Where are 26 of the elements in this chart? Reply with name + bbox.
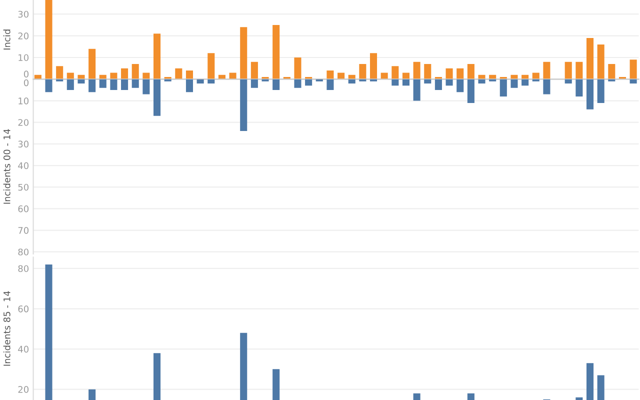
y-tick-label: 50 [18,184,29,191]
y-tick-label: 10 [18,98,29,104]
y-tick-label: 60 [18,305,29,312]
y-axis-title: Incidents 85 - 14 [3,291,10,366]
bar [564,79,572,84]
y-axis-title: Incidents 00 - 14 [3,129,10,204]
bar [272,79,280,90]
y-tick-label: 80 [18,265,29,272]
y-tick-label: 30 [18,10,29,18]
y-tick-label: 20 [18,119,29,126]
y-tick-label: 60 [18,205,29,212]
bar [630,79,637,84]
y-tick-label: 40 [18,162,29,170]
y-tick-label: 20 [18,386,29,393]
y-tick-label: 80 [18,248,29,256]
y-tick-label: 0 [24,79,29,86]
y-tick-label: 20 [18,32,29,40]
y-tick-label: 10 [18,54,29,62]
bar [196,79,204,84]
y-tick-label: 0 [24,70,29,78]
bar [45,79,52,92]
y-axis-title: Incid [3,30,10,50]
y-tick-label: 40 [18,346,29,353]
y-tick-label: 30 [18,140,29,148]
bar [208,79,215,84]
y-tick-label: 70 [18,226,29,234]
